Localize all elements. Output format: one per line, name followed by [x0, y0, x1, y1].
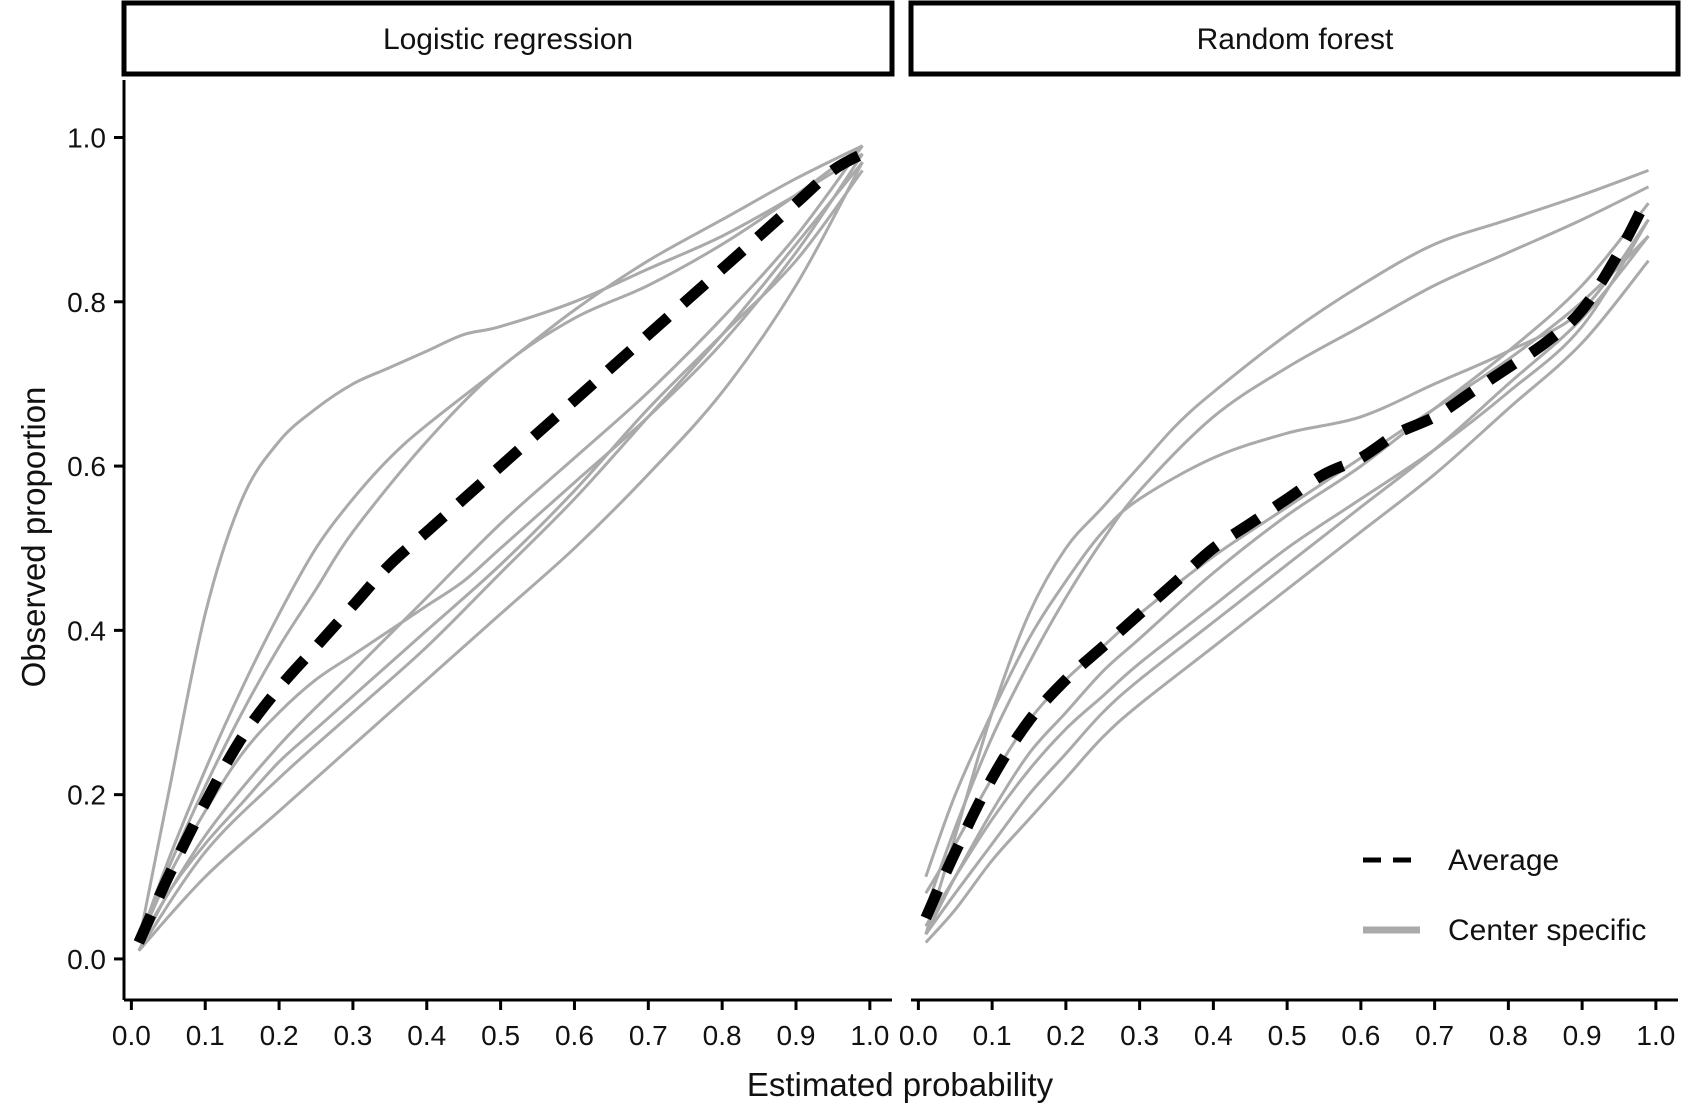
- legend-label-average: Average: [1448, 844, 1559, 877]
- x-tick-label: 0.2: [260, 1020, 299, 1051]
- strip-box-logistic: [121, 0, 895, 77]
- x-tick-label: 0.4: [1194, 1020, 1233, 1051]
- x-tick-label: 0.0: [899, 1020, 938, 1051]
- strip-title-random-forest: Random forest: [1197, 23, 1394, 56]
- y-tick-label: 0.0: [67, 944, 106, 975]
- y-tick-label: 0.8: [67, 287, 106, 318]
- series-center-specific-line: [137, 152, 864, 943]
- x-tick-label: 1.0: [850, 1020, 889, 1051]
- series-center-specific-line: [137, 144, 864, 944]
- x-tick-label: 0.9: [1563, 1020, 1602, 1051]
- y-tick-label: 0.2: [67, 780, 106, 811]
- strip-logistic-regression: Logistic regression: [121, 0, 895, 77]
- series-center-specific-line: [137, 161, 864, 952]
- x-tick-label: 0.3: [333, 1020, 372, 1051]
- series-center-specific-line: [924, 185, 1650, 911]
- x-tick-label: 0.7: [629, 1020, 668, 1051]
- series-center-specific-line: [924, 259, 1650, 944]
- panel-logistic-regression: 0.0 0.1 0.2 0.3 0.4 0.5 0.6 0.7 0.8 0.9 1.0 0.0 0.2 0…: [67, 80, 892, 1051]
- series-center-specific-line: [137, 169, 864, 952]
- y-axis-title: Observed proportion: [15, 387, 52, 688]
- x-tick-label: 0.6: [555, 1020, 594, 1051]
- x-tick-label: 0.5: [481, 1020, 520, 1051]
- series-center-specific-line: [924, 202, 1650, 935]
- series-center-specific-line: [137, 153, 864, 944]
- x-tick-label: 0.8: [703, 1020, 742, 1051]
- panel-random-forest: 0.0 0.1 0.2 0.3 0.4 0.5 0.6 0.7 0.8 0.9 1.0: [899, 168, 1678, 1051]
- x-tick-label: 1.0: [1636, 1020, 1675, 1051]
- strip-title-logistic: Logistic regression: [383, 23, 633, 56]
- series-average-line: [920, 192, 1654, 921]
- x-tick-label: 0.2: [1046, 1020, 1085, 1051]
- x-tick-label: 0.1: [186, 1020, 225, 1051]
- series-center-specific-line: [137, 144, 864, 944]
- series-center-specific-line: [137, 144, 864, 944]
- y-tick-label: 1.0: [67, 123, 106, 154]
- legend: Average Center specific: [1363, 844, 1646, 947]
- strip-box-random-forest: [908, 0, 1681, 77]
- y-tick-label: 0.4: [67, 615, 106, 646]
- y-tick-label: 0.6: [67, 451, 106, 482]
- x-tick-label: 0.9: [777, 1020, 816, 1051]
- strip-random-forest: Random forest: [908, 0, 1681, 77]
- x-tick-label: 0.5: [1268, 1020, 1307, 1051]
- x-tick-label: 0.3: [1120, 1020, 1159, 1051]
- x-tick-label: 0.7: [1415, 1020, 1454, 1051]
- x-tick-label: 0.0: [112, 1020, 151, 1051]
- series-center-specific-line: [924, 168, 1650, 935]
- x-tick-label: 0.4: [407, 1020, 446, 1051]
- x-tick-label: 0.1: [973, 1020, 1012, 1051]
- series-center-specific-line: [924, 218, 1650, 927]
- legend-label-center-specific: Center specific: [1448, 914, 1646, 947]
- x-tick-label: 0.6: [1341, 1020, 1380, 1051]
- x-axis-title: Estimated probability: [747, 1066, 1054, 1103]
- x-tick-label: 0.8: [1489, 1020, 1528, 1051]
- series-center-specific-line: [137, 161, 864, 952]
- series-center-specific-line: [924, 235, 1650, 936]
